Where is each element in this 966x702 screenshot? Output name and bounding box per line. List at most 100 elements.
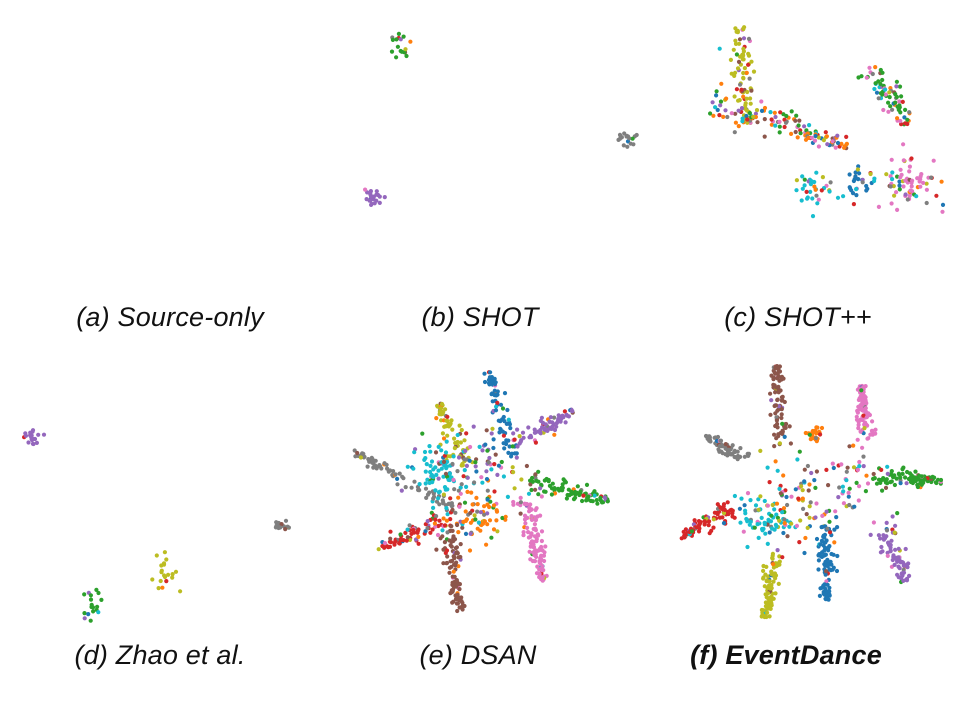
point-cyan xyxy=(526,491,532,496)
point-green xyxy=(903,107,908,112)
point-gray xyxy=(715,434,721,440)
point-green xyxy=(888,104,893,109)
point-olive xyxy=(751,114,756,119)
point-pink xyxy=(862,394,867,399)
point-orange xyxy=(812,184,817,189)
point-olive xyxy=(855,167,860,172)
point-orange xyxy=(724,96,729,101)
point-blue xyxy=(767,530,772,535)
point-olive xyxy=(816,135,821,140)
point-cyan xyxy=(805,196,810,201)
point-blue xyxy=(483,442,488,447)
point-pink xyxy=(528,544,533,549)
point-olive xyxy=(763,600,768,605)
point-orange xyxy=(456,495,461,500)
point-gray xyxy=(455,469,460,474)
point-purple xyxy=(538,486,543,491)
point-cyan xyxy=(787,524,792,529)
point-gray xyxy=(361,455,366,460)
point-olive xyxy=(773,591,778,596)
point-pink xyxy=(830,461,835,466)
point-gray xyxy=(616,137,621,142)
point-pink xyxy=(528,502,533,507)
point-brown xyxy=(797,118,802,123)
point-gray xyxy=(732,454,737,460)
point-red xyxy=(495,400,500,405)
point-purple xyxy=(478,510,483,515)
point-pink xyxy=(741,529,746,534)
point-olive xyxy=(170,575,175,580)
point-blue xyxy=(822,548,827,553)
point-olive xyxy=(376,547,381,552)
point-cyan xyxy=(774,512,779,517)
point-pink xyxy=(855,437,860,442)
point-green xyxy=(930,474,935,479)
point-purple xyxy=(464,463,469,468)
point-red xyxy=(827,530,833,535)
point-olive xyxy=(745,89,750,95)
point-cyan xyxy=(827,189,832,194)
point-green xyxy=(630,136,635,141)
point-blue xyxy=(492,382,497,387)
point-cyan xyxy=(501,474,506,479)
point-purple xyxy=(471,424,476,429)
point-brown xyxy=(772,370,777,375)
point-brown xyxy=(450,587,456,592)
point-olive xyxy=(758,448,763,453)
point-brown xyxy=(524,463,529,469)
point-purple xyxy=(41,432,47,437)
scatter-plot-f xyxy=(679,364,944,620)
point-gray xyxy=(373,458,378,463)
point-pink xyxy=(515,501,520,506)
point-pink xyxy=(511,499,516,505)
point-olive xyxy=(771,579,776,584)
point-pink xyxy=(855,410,860,415)
point-brown xyxy=(762,134,767,139)
point-green xyxy=(96,590,101,596)
point-brown xyxy=(762,117,767,122)
point-olive xyxy=(868,171,873,177)
point-blue xyxy=(822,535,827,540)
point-blue xyxy=(500,429,505,434)
point-cyan xyxy=(427,480,432,485)
point-green xyxy=(395,44,400,49)
point-gray xyxy=(425,526,430,531)
point-olive xyxy=(770,551,775,556)
point-olive xyxy=(743,103,748,108)
point-blue xyxy=(506,450,511,455)
point-pink xyxy=(931,158,936,163)
point-orange xyxy=(842,145,847,150)
point-green xyxy=(827,519,832,524)
panel-c: (c) SHOT++ xyxy=(648,14,948,344)
point-pink xyxy=(858,429,863,434)
point-green xyxy=(389,49,395,54)
point-cyan xyxy=(802,183,807,188)
point-cyan xyxy=(814,170,819,175)
point-cyan xyxy=(800,174,805,179)
point-pink xyxy=(898,118,903,124)
point-pink xyxy=(745,491,751,496)
point-olive xyxy=(777,518,782,523)
point-blue xyxy=(825,582,830,587)
point-pink xyxy=(540,578,545,583)
point-orange xyxy=(719,81,724,86)
point-orange xyxy=(824,134,829,139)
point-gray xyxy=(890,107,895,112)
point-brown xyxy=(443,471,449,476)
point-olive xyxy=(862,426,867,431)
point-pink xyxy=(867,65,872,70)
point-red xyxy=(388,529,393,534)
point-cyan xyxy=(743,508,748,513)
point-cyan xyxy=(766,517,771,522)
point-brown xyxy=(777,369,783,374)
point-gray xyxy=(448,501,453,506)
point-gray xyxy=(738,82,743,87)
point-orange xyxy=(789,131,794,136)
point-gray xyxy=(486,460,491,465)
point-brown xyxy=(773,390,778,395)
point-purple xyxy=(861,464,866,469)
point-orange xyxy=(741,94,746,99)
point-blue xyxy=(864,183,869,189)
point-pink xyxy=(862,401,867,406)
point-green xyxy=(473,460,478,465)
